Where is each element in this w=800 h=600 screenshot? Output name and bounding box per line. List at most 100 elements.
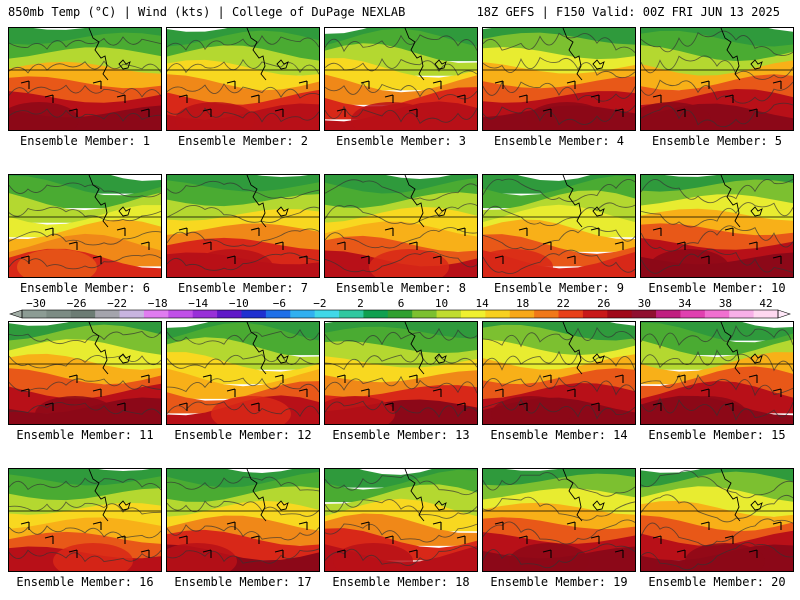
wind-barb (614, 108, 624, 117)
coastline (404, 322, 447, 375)
height-contour (483, 543, 635, 569)
colorbar-tick-label: −2 (313, 297, 326, 310)
height-contour (9, 330, 161, 345)
height-contour (9, 401, 161, 416)
wind-barb (226, 255, 236, 264)
wind-barb (724, 94, 734, 103)
wind-barb (250, 227, 260, 236)
wind-barb (384, 402, 394, 411)
wind-barb (748, 241, 758, 250)
height-contour (325, 327, 477, 346)
wind-barb (116, 227, 126, 236)
ensemble-map-panel (8, 321, 162, 425)
colorbar-tick-label: 18 (516, 297, 529, 310)
colorbar-swatch (241, 310, 267, 318)
wind-barb (298, 255, 308, 264)
warm-core-area (491, 396, 571, 424)
ensemble-member-label: Ensemble Member: 8 (335, 281, 467, 295)
wind-barb (44, 227, 54, 236)
ensemble-member-label: Ensemble Member: 10 (648, 281, 786, 295)
wind-barb (456, 227, 466, 236)
colorbar-swatch (168, 310, 194, 318)
height-contour (483, 326, 635, 348)
wind-barb (92, 255, 102, 264)
colorbar-swatch (509, 310, 535, 318)
wind-barb (360, 255, 370, 264)
wind-barb (518, 535, 528, 544)
colorbar-swatch (656, 310, 681, 318)
wind-barb (408, 241, 418, 250)
height-contour (9, 206, 161, 222)
wind-barb (360, 388, 370, 397)
coastline (720, 469, 763, 522)
warm-core-area (17, 249, 97, 277)
colorbar-swatch (558, 310, 584, 318)
wind-barb (250, 535, 260, 544)
height-contour (483, 496, 635, 521)
height-contour (9, 182, 161, 198)
wind-barb (652, 94, 662, 103)
wind-barb (384, 94, 394, 103)
ensemble-map-panel (166, 27, 320, 131)
height-contour (325, 203, 477, 225)
wind-barb (116, 94, 126, 103)
colorbar-swatch (22, 310, 47, 318)
wind-barb (652, 402, 662, 411)
height-contour (167, 401, 319, 418)
coastline (720, 322, 763, 375)
height-contour (641, 225, 793, 252)
height-contour (483, 56, 635, 79)
wind-barb (298, 521, 308, 530)
wind-barb (360, 80, 370, 89)
wind-barb (408, 108, 418, 117)
ensemble-member-label: Ensemble Member: 12 (174, 428, 312, 442)
wind-barb (772, 80, 782, 89)
wind-barb (178, 94, 188, 103)
height-contour (9, 549, 161, 563)
ensemble-map-panel (482, 321, 636, 425)
warm-core-area (167, 543, 237, 571)
wind-barb (676, 108, 686, 117)
wind-barb (494, 388, 504, 397)
height-contour (325, 250, 477, 273)
wind-barb (676, 549, 686, 558)
wind-barb (748, 549, 758, 558)
coastline (88, 175, 131, 228)
height-contour (641, 102, 793, 128)
wind-barb (542, 241, 552, 250)
coastline (246, 469, 289, 522)
colorbar-tick-label: 42 (759, 297, 772, 310)
ensemble-map-panel (640, 321, 794, 425)
wind-barb (494, 255, 504, 264)
ensemble-member-label: Ensemble Member: 1 (19, 134, 151, 148)
wind-barb (116, 535, 126, 544)
height-contour (483, 225, 635, 251)
colorbar-swatch (534, 310, 560, 318)
coastline (246, 322, 289, 375)
ensemble-map-panel (166, 174, 320, 278)
colorbar-tick-label: 10 (435, 297, 448, 310)
height-contour (641, 178, 793, 204)
colorbar-swatch (485, 310, 511, 318)
height-contour (483, 374, 635, 396)
ensemble-member-label: Ensemble Member: 13 (332, 428, 470, 442)
ensemble-member-label: Ensemble Member: 16 (16, 575, 154, 589)
height-contour (167, 82, 319, 99)
height-contour (325, 81, 477, 101)
ensemble-member-label: Ensemble Member: 18 (332, 575, 470, 589)
height-contour (641, 325, 793, 350)
wind-barb (700, 521, 710, 530)
wind-barb (336, 241, 346, 250)
height-contour (641, 55, 793, 80)
ensemble-member-label: Ensemble Member: 11 (16, 428, 154, 442)
wind-barb (676, 241, 686, 250)
wind-barb (202, 241, 212, 250)
wind-barb (274, 549, 284, 558)
coastline (562, 175, 605, 228)
colorbar-swatch (607, 310, 633, 318)
height-contour (325, 375, 477, 394)
height-contour (641, 373, 793, 397)
wind-barb (384, 535, 394, 544)
height-contour (641, 30, 793, 56)
wind-barb (44, 402, 54, 411)
